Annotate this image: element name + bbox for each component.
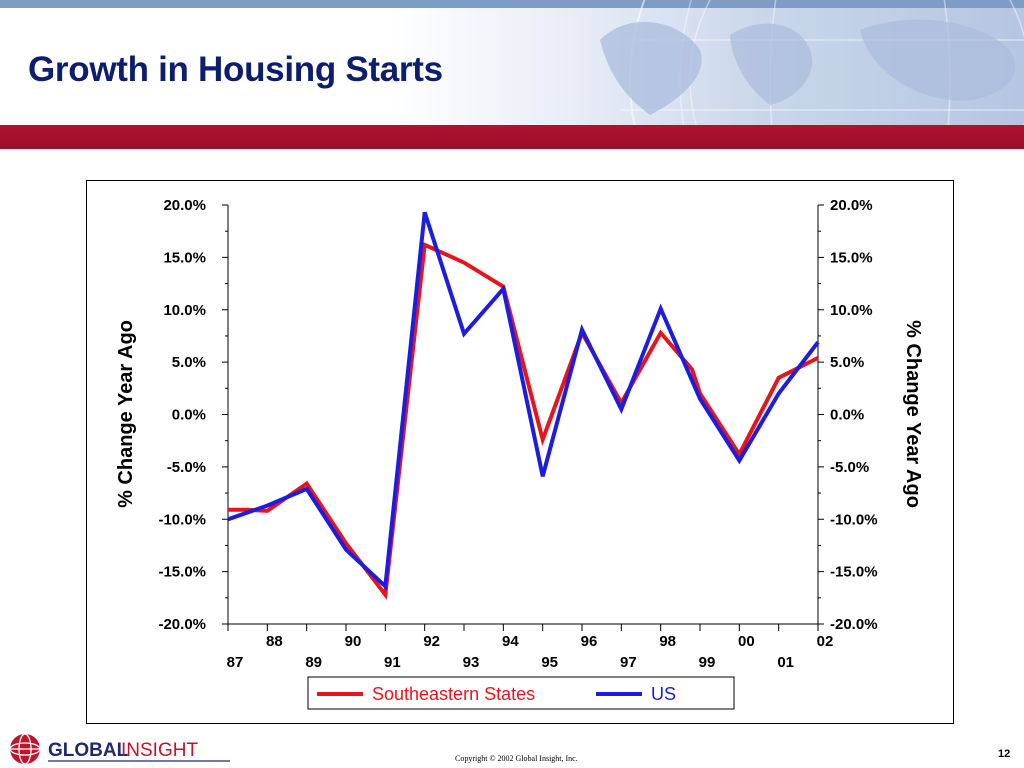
y-tick-label-left: -10.0% bbox=[158, 511, 206, 528]
chart-frame: 20.0% 20.0% 15.0% 15.0% 10.0% 10.0% 5.0% 5.0% 0.… bbox=[86, 180, 954, 724]
y-axis-title-right: % Change Year Ago bbox=[902, 320, 924, 508]
x-tick-label: 88 bbox=[266, 633, 283, 650]
header-red-band bbox=[0, 125, 1024, 149]
y-tick-label-left: -20.0% bbox=[158, 616, 206, 633]
y-tick-label-left: -5.0% bbox=[167, 459, 206, 476]
x-tick-label: 90 bbox=[345, 633, 362, 650]
y-tick-label-right: 10.0% bbox=[830, 302, 873, 319]
x-tick-label: 01 bbox=[777, 654, 794, 671]
y-axis-title-left: % Change Year Ago bbox=[115, 320, 137, 508]
series-line-southeastern-states bbox=[228, 241, 819, 600]
x-tick-label: 93 bbox=[463, 654, 480, 671]
line-chart: 20.0% 20.0% 15.0% 15.0% 10.0% 10.0% 5.0% 5.0% 0.… bbox=[115, 197, 924, 710]
x-tick-label: 98 bbox=[659, 633, 676, 650]
y-tick-label-right: -20.0% bbox=[830, 616, 878, 633]
global-insight-logo: GLOBAL INSIGHT bbox=[9, 733, 230, 765]
world-map-graphic bbox=[600, 0, 1024, 125]
y-tick-label-right: 0.0% bbox=[830, 407, 864, 424]
y-tick-label-right: 5.0% bbox=[830, 354, 864, 371]
legend-label-southeastern-states: Southeastern States bbox=[372, 684, 535, 704]
series-line-us bbox=[227, 211, 820, 591]
x-tick-label: 87 bbox=[227, 654, 244, 671]
x-tick-label: 02 bbox=[817, 633, 834, 650]
y-tick-label-left: -15.0% bbox=[158, 564, 206, 581]
y-tick-label-right: 20.0% bbox=[830, 197, 873, 214]
y-tick-label-left: 10.0% bbox=[163, 302, 206, 319]
copyright-text: Copyright © 2002 Global Insight, Inc. bbox=[455, 754, 578, 763]
x-tick-label: 97 bbox=[620, 654, 637, 671]
y-tick-label-right: -15.0% bbox=[830, 564, 878, 581]
y-tick-label-left: 15.0% bbox=[163, 249, 206, 266]
logo-globe-icon bbox=[9, 733, 41, 765]
y-tick-label-right: -5.0% bbox=[830, 459, 869, 476]
header-top-stripe bbox=[0, 0, 1024, 8]
y-tick-label-left: 0.0% bbox=[172, 407, 206, 424]
y-tick-label-right: -10.0% bbox=[830, 511, 878, 528]
y-tick-label-left: 20.0% bbox=[163, 197, 206, 214]
x-tick-label: 96 bbox=[581, 633, 598, 650]
x-tick-label: 92 bbox=[423, 633, 440, 650]
x-tick-label: 94 bbox=[502, 633, 519, 650]
page-number: 12 bbox=[998, 748, 1011, 760]
legend-box bbox=[307, 676, 735, 710]
legend-label-us: US bbox=[651, 684, 676, 704]
x-tick-label: 91 bbox=[384, 654, 401, 671]
x-tick-label: 95 bbox=[541, 654, 558, 671]
y-tick-label-right: 15.0% bbox=[830, 249, 873, 266]
page-title: Growth in Housing Starts bbox=[28, 50, 443, 89]
header-band bbox=[0, 0, 1024, 125]
x-tick-label: 89 bbox=[305, 654, 322, 671]
x-tick-label: 00 bbox=[738, 633, 755, 650]
y-tick-label-left: 5.0% bbox=[172, 354, 206, 371]
logo-word-insight: INSIGHT bbox=[121, 740, 198, 761]
x-tick-label: 99 bbox=[699, 654, 716, 671]
logo-word-global: GLOBAL bbox=[48, 740, 129, 761]
